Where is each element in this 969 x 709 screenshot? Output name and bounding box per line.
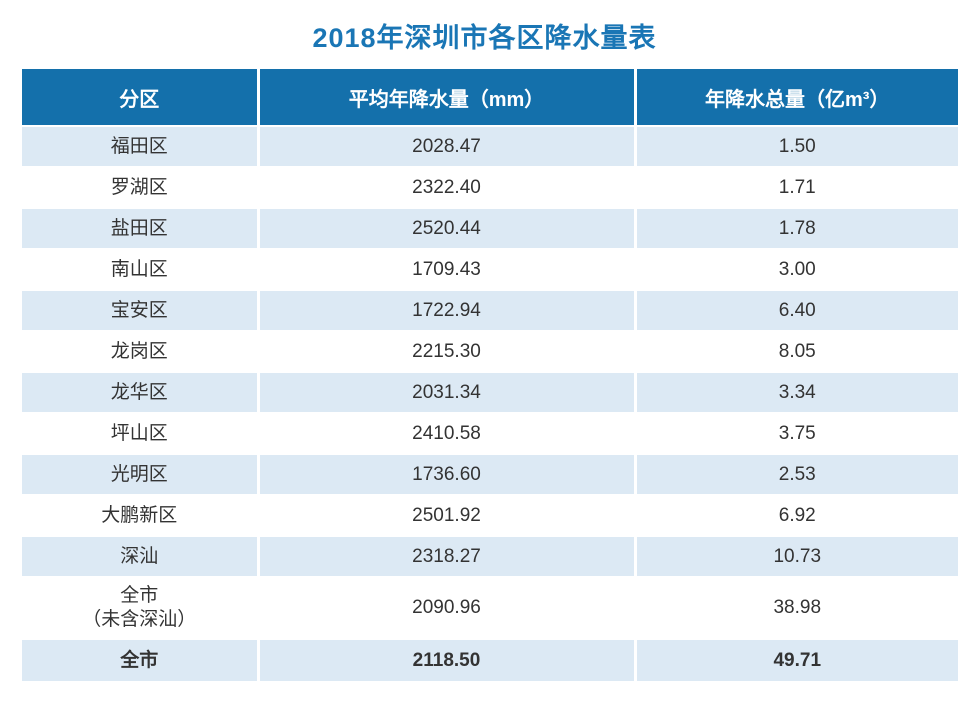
district-cell: 盐田区 (22, 208, 260, 250)
table-row: 光明区 1736.60 2.53 (22, 454, 958, 496)
table-row: 盐田区 2520.44 1.78 (22, 208, 958, 250)
total-rainfall-cell: 1.71 (635, 167, 958, 209)
table-row: 龙华区 2031.34 3.34 (22, 372, 958, 414)
total-rainfall-cell: 6.92 (635, 495, 958, 537)
table-row: 龙岗区 2215.30 8.05 (22, 331, 958, 373)
district-cell: 罗湖区 (22, 167, 260, 209)
district-cell: 福田区 (22, 126, 260, 168)
table-row: 大鹏新区 2501.92 6.92 (22, 495, 958, 537)
total-rainfall-cell: 38.98 (635, 577, 958, 640)
district-cell: 南山区 (22, 249, 260, 291)
header-total-annual-rainfall: 年降水总量（亿m³） (635, 69, 958, 127)
total-rainfall-cell: 3.75 (635, 413, 958, 455)
avg-rainfall-cell: 2318.27 (258, 536, 637, 578)
total-rainfall-cell: 10.73 (635, 536, 958, 578)
avg-rainfall-cell: 2215.30 (258, 331, 637, 373)
table-row: 福田区 2028.47 1.50 (22, 126, 958, 168)
avg-rainfall-cell: 2118.50 (258, 639, 637, 683)
district-cell: 坪山区 (22, 413, 260, 455)
avg-rainfall-cell: 1722.94 (258, 290, 637, 332)
avg-rainfall-cell: 2520.44 (258, 208, 637, 250)
district-cell: 大鹏新区 (22, 495, 260, 537)
table-row: 南山区 1709.43 3.00 (22, 249, 958, 291)
district-cell: 深汕 (22, 536, 260, 578)
avg-rainfall-cell: 2028.47 (258, 126, 637, 168)
total-rainfall-cell: 3.34 (635, 372, 958, 414)
table-row: 深汕 2318.27 10.73 (22, 536, 958, 578)
total-rainfall-cell: 1.78 (635, 208, 958, 250)
avg-rainfall-cell: 2501.92 (258, 495, 637, 537)
avg-rainfall-cell: 1709.43 (258, 249, 637, 291)
district-cell: 龙岗区 (22, 331, 260, 373)
avg-rainfall-cell: 2031.34 (258, 372, 637, 414)
avg-rainfall-cell: 2410.58 (258, 413, 637, 455)
table-row: 罗湖区 2322.40 1.71 (22, 167, 958, 209)
avg-rainfall-cell: 1736.60 (258, 454, 637, 496)
district-cell: 全市 (22, 639, 260, 683)
total-rainfall-cell: 6.40 (635, 290, 958, 332)
avg-rainfall-cell: 2322.40 (258, 167, 637, 209)
total-rainfall-cell: 49.71 (635, 639, 958, 683)
total-rainfall-cell: 1.50 (635, 126, 958, 168)
district-cell: 全市 （未含深汕） (22, 577, 260, 640)
total-rainfall-cell: 3.00 (635, 249, 958, 291)
avg-rainfall-cell: 2090.96 (258, 577, 637, 640)
table-row: 坪山区 2410.58 3.75 (22, 413, 958, 455)
district-cell: 光明区 (22, 454, 260, 496)
district-cell: 龙华区 (22, 372, 260, 414)
table-header-row: 分区 平均年降水量（mm） 年降水总量（亿m³） (22, 69, 958, 127)
total-rainfall-cell: 8.05 (635, 331, 958, 373)
page-title: 2018年深圳市各区降水量表 (312, 23, 657, 53)
table-row: 宝安区 1722.94 6.40 (22, 290, 958, 332)
table-row-citywide-excl-shenshan: 全市 （未含深汕） 2090.96 38.98 (22, 577, 958, 640)
total-rainfall-cell: 2.53 (635, 454, 958, 496)
rainfall-table: 分区 平均年降水量（mm） 年降水总量（亿m³） 福田区 2028.47 1.5… (22, 69, 958, 683)
district-cell: 宝安区 (22, 290, 260, 332)
header-district: 分区 (22, 69, 260, 127)
header-avg-annual-rainfall: 平均年降水量（mm） (258, 69, 637, 127)
table-row-citywide-total: 全市 2118.50 49.71 (22, 639, 958, 683)
